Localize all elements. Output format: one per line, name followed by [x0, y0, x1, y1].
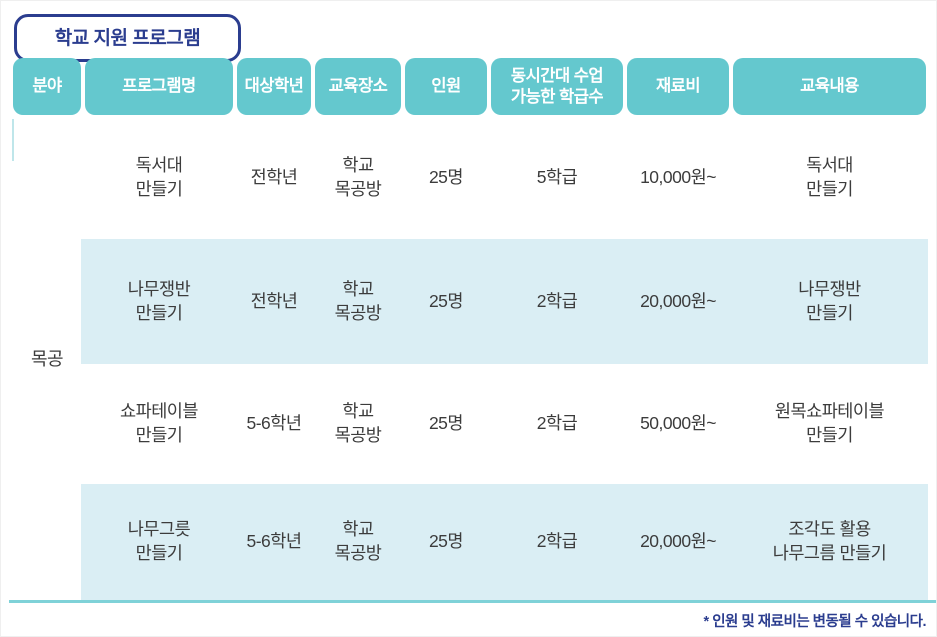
header-cell-place: 교육장소 — [315, 58, 401, 115]
cell-place: 학교 목공방 — [334, 401, 382, 445]
cell-people: 25명 — [428, 290, 464, 311]
table-row: 쇼파테이블 만들기 5-6학년 학교 목공방 25명 2학급 50,000원~ … — [1, 364, 936, 484]
cell-cost: 10,000원~ — [640, 166, 716, 187]
cell-people: 25명 — [428, 413, 464, 434]
cell-program: 독서대 만들기 — [135, 154, 183, 199]
cell-cost: 20,000원~ — [640, 290, 716, 311]
header-cell-content: 교육내용 — [733, 58, 926, 115]
cell-program: 나무그릇 만들기 — [127, 519, 191, 563]
cell-place: 학교 목공방 — [334, 278, 382, 323]
header-cell-people: 인원 — [405, 58, 487, 115]
cell-grade: 5-6학년 — [246, 413, 303, 434]
row-stripe-background — [81, 239, 928, 364]
cell-grade: 전학년 — [250, 166, 298, 187]
table-row: 독서대 만들기 전학년 학교 목공방 25명 5학급 10,000원~ 독서대 … — [1, 116, 936, 239]
page-title-box: 학교 지원 프로그램 — [14, 14, 241, 62]
cell-cost: 20,000원~ — [640, 531, 716, 552]
cell-content: 나무쟁반 만들기 — [798, 278, 861, 323]
cell-people: 25명 — [428, 166, 464, 187]
cell-classes: 2학급 — [536, 290, 578, 311]
row-stripe-background — [81, 484, 928, 600]
cell-content: 원목쇼파테이블 만들기 — [774, 401, 885, 445]
cell-place: 학교 목공방 — [334, 519, 382, 563]
bottom-divider-line — [9, 600, 936, 603]
header-cell-grade: 대상학년 — [237, 58, 311, 115]
cell-classes: 2학급 — [536, 531, 578, 552]
header-cell-program: 프로그램명 — [85, 58, 233, 115]
cell-place: 학교 목공방 — [334, 154, 382, 199]
header-cell-category: 분야 — [13, 58, 81, 115]
cell-content: 조각도 활용 나무그름 만들기 — [772, 519, 887, 563]
header-cell-classes: 동시간대 수업 가능한 학급수 — [491, 58, 623, 115]
header-cell-cost: 재료비 — [627, 58, 729, 115]
table-row: 나무그릇 만들기 5-6학년 학교 목공방 25명 2학급 20,000원~ 조… — [1, 484, 936, 600]
page-title: 학교 지원 프로그램 — [54, 27, 201, 49]
left-border-remnant — [12, 119, 14, 161]
cell-classes: 2학급 — [536, 413, 578, 434]
cell-grade: 전학년 — [250, 290, 298, 311]
table-row: 나무쟁반 만들기 전학년 학교 목공방 25명 2학급 20,000원~ 나무쟁… — [1, 239, 936, 364]
category-cell: 목공 — [30, 349, 64, 369]
cell-people: 25명 — [428, 531, 464, 552]
cell-classes: 5학급 — [536, 166, 578, 187]
cell-program: 나무쟁반 만들기 — [127, 278, 191, 323]
footnote: * 인원 및 재료비는 변동될 수 있습니다. — [703, 614, 927, 630]
cell-content: 독서대 만들기 — [806, 154, 853, 199]
cell-grade: 5-6학년 — [246, 531, 303, 552]
cell-cost: 50,000원~ — [640, 413, 716, 434]
cell-program: 쇼파테이블 만들기 — [120, 401, 199, 445]
